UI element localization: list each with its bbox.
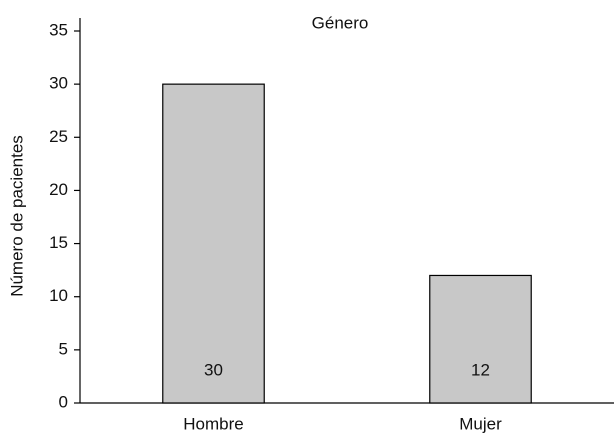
- y-tick-label: 25: [49, 127, 68, 146]
- value-label: 30: [204, 360, 223, 379]
- y-tick-label: 5: [59, 339, 68, 358]
- y-tick-label: 15: [49, 233, 68, 252]
- value-label: 12: [471, 360, 490, 379]
- y-tick-label: 0: [59, 392, 68, 411]
- x-tick-label: Hombre: [183, 414, 243, 433]
- x-tick-label: Mujer: [459, 414, 502, 433]
- chart-title: Género: [312, 13, 369, 32]
- bar: [162, 83, 265, 404]
- y-tick-label: 20: [49, 180, 68, 199]
- bar: [429, 274, 532, 404]
- y-tick-label: 30: [49, 74, 68, 93]
- y-tick-label: 35: [49, 20, 68, 39]
- y-tick-label: 10: [49, 286, 68, 305]
- y-axis-label: Número de pacientes: [7, 135, 26, 297]
